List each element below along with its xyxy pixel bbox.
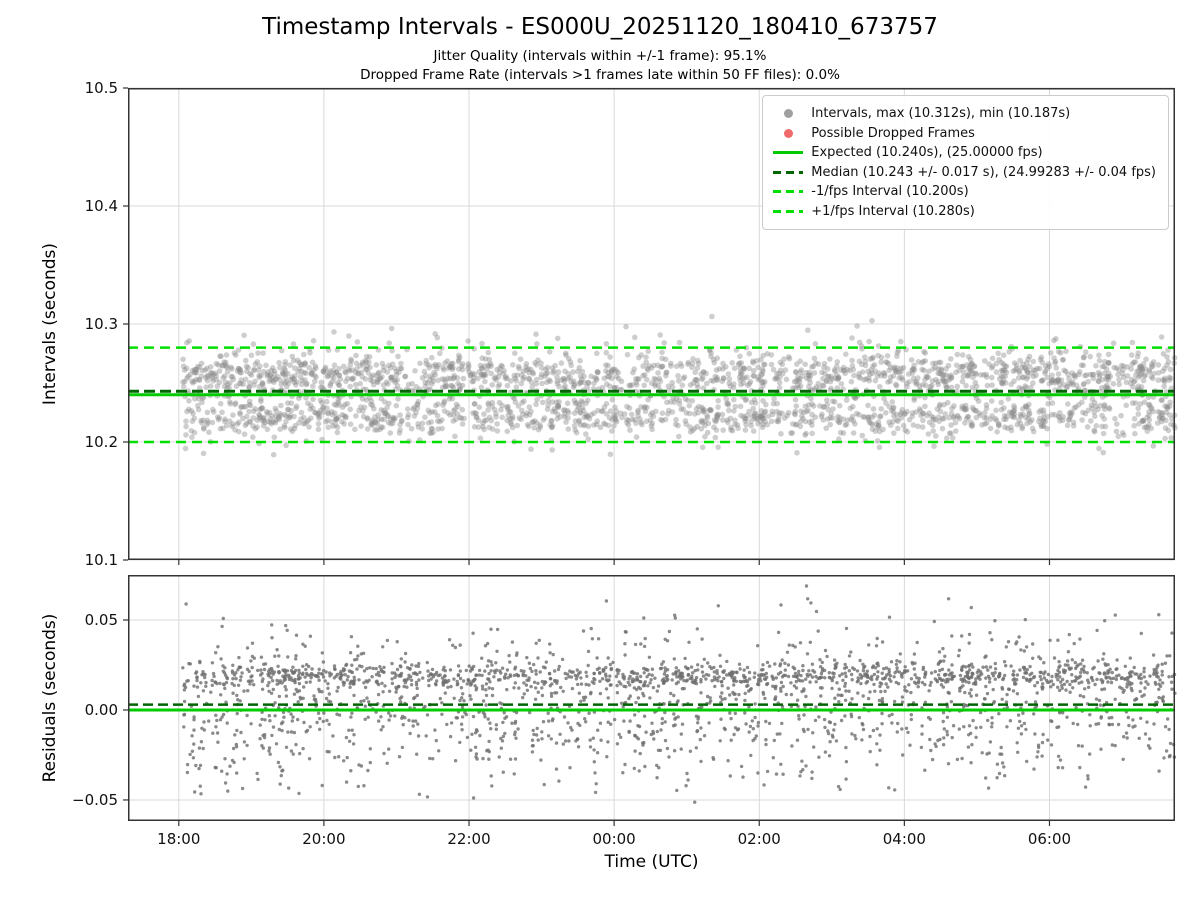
- y-tick-label: 0.05: [84, 610, 118, 629]
- chart-subtitle-jitter-quality: Jitter Quality (intervals within +/-1 fr…: [433, 48, 767, 64]
- intervals-scatter-points: [180, 313, 1178, 458]
- chart-subtitle-dropped-frame-rate: Dropped Frame Rate (intervals >1 frames …: [360, 67, 840, 83]
- dashed-marker-icon: [771, 190, 805, 194]
- y-tick-label: 10.5: [84, 79, 118, 97]
- legend-label: Intervals, max (10.312s), min (10.187s): [811, 106, 1071, 122]
- x-axis-label: Time (UTC): [604, 852, 699, 872]
- legend-item: Possible Dropped Frames: [771, 124, 1156, 144]
- dashed-marker-icon: [771, 170, 805, 174]
- y-tick-label: 10.4: [84, 197, 118, 215]
- x-tick-label: 22:00: [447, 830, 491, 848]
- y-tick-label: 0.00: [84, 700, 118, 719]
- x-tick-label: 18:00: [157, 830, 201, 848]
- legend-label: Possible Dropped Frames: [811, 125, 975, 141]
- y-axis-label-residuals: Residuals (seconds): [40, 613, 60, 783]
- legend-label: Expected (10.240s), (25.00000 fps): [811, 145, 1043, 161]
- dot-marker-icon: [771, 109, 805, 119]
- legend-item: Intervals, max (10.312s), min (10.187s): [771, 104, 1156, 124]
- x-tick-label: 00:00: [592, 830, 636, 848]
- legend: Intervals, max (10.312s), min (10.187s) P…: [762, 95, 1169, 230]
- line-marker-icon: [771, 151, 805, 155]
- chart-title: Timestamp Intervals - ES000U_20251120_18…: [262, 14, 938, 40]
- x-tick-label: 20:00: [302, 830, 346, 848]
- intervals-plot: Intervals, max (10.312s), min (10.187s) P…: [123, 87, 1178, 565]
- y-tick-label: 10.1: [84, 551, 118, 569]
- residuals-plot-canvas: [123, 575, 1177, 826]
- legend-label: -1/fps Interval (10.200s): [811, 184, 969, 200]
- dashed-marker-icon: [771, 209, 805, 213]
- legend-item: +1/fps Interval (10.280s): [771, 202, 1156, 222]
- x-tick-label: 06:00: [1027, 830, 1072, 848]
- y-tick-label: 10.3: [84, 315, 118, 333]
- legend-item: Median (10.243 +/- 0.017 s), (24.99283 +…: [771, 163, 1156, 183]
- y-tick-label: 10.2: [84, 433, 118, 451]
- x-tick-label: 04:00: [882, 830, 926, 848]
- legend-item: -1/fps Interval (10.200s): [771, 182, 1156, 202]
- legend-label: Median (10.243 +/- 0.017 s), (24.99283 +…: [811, 164, 1156, 180]
- residuals-plot: [123, 575, 1177, 826]
- residuals-scatter-points: [181, 584, 1177, 804]
- y-tick-label: −0.05: [72, 790, 118, 809]
- intervals-plot-canvas: [123, 87, 1178, 565]
- dot-marker-icon: [771, 128, 805, 138]
- x-tick-label: 02:00: [737, 830, 781, 848]
- legend-label: +1/fps Interval (10.280s): [811, 203, 975, 219]
- legend-item: Expected (10.240s), (25.00000 fps): [771, 143, 1156, 163]
